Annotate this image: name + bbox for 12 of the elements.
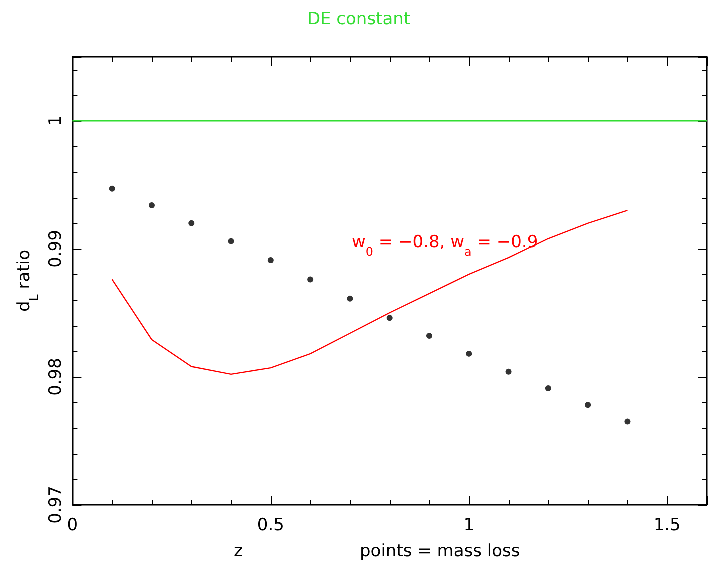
x-tick-label: 1: [464, 516, 475, 536]
x-tick-label: 0.5: [257, 516, 284, 536]
chart-title: DE constant: [307, 10, 411, 30]
y-tick-label: 0.99: [46, 230, 66, 268]
y-tick-label: 0.98: [46, 358, 66, 396]
y-tick-label: 0.97: [46, 486, 66, 524]
text: points = mass loss: [360, 542, 520, 562]
x-tick-label: 1.5: [654, 516, 681, 536]
y-axis-title: dL ratio: [14, 250, 41, 312]
x-axis-title: z: [234, 542, 243, 562]
x-tick-label: 0: [67, 516, 78, 536]
y-tick-label: 1: [46, 116, 66, 126]
